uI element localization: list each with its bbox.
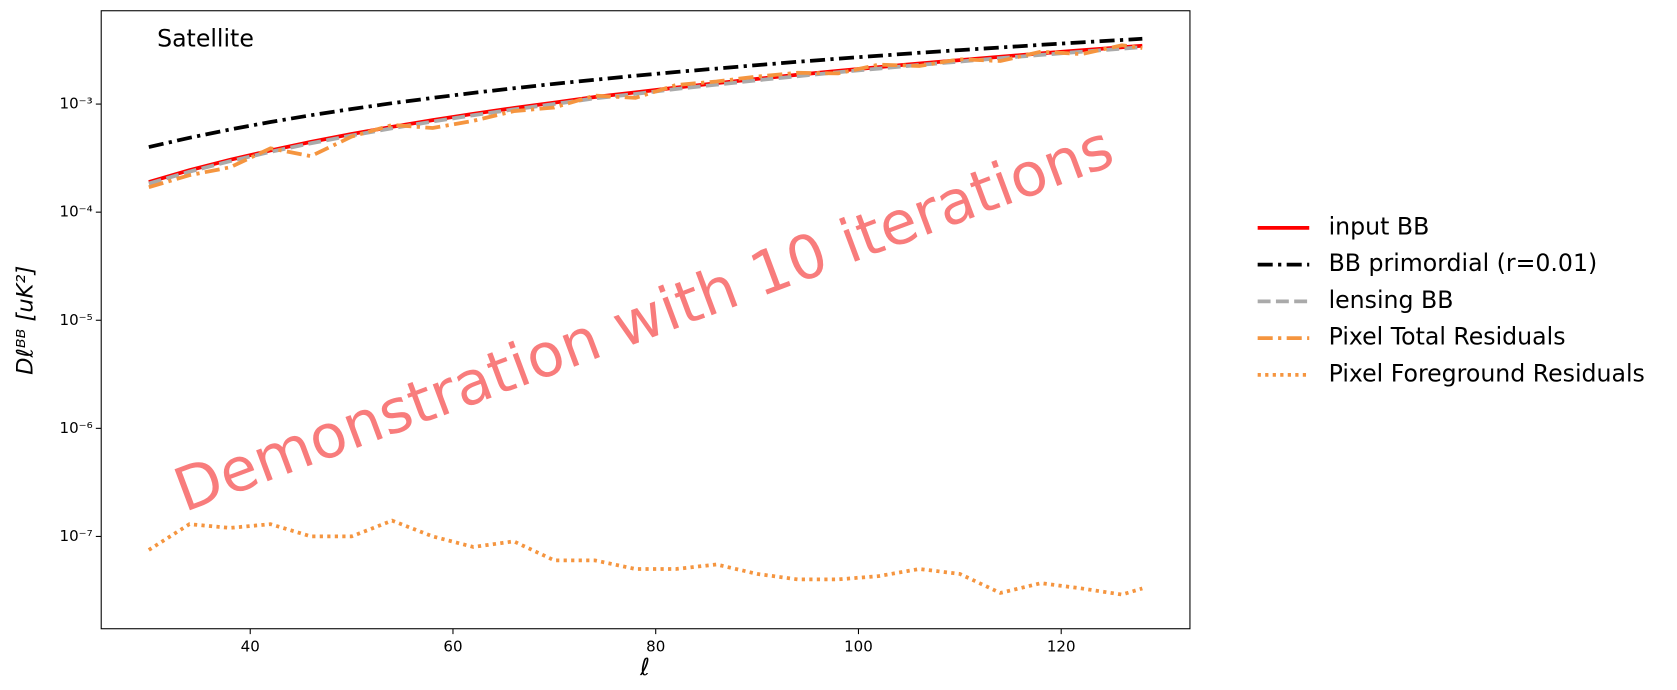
legend-label: input BB [1329,212,1430,240]
x-tick-label: 40 [241,638,260,656]
y-tick-label: 10⁻³ [60,95,93,113]
y-tick-label: 10⁻⁷ [60,527,93,545]
legend-label: Pixel Total Residuals [1329,323,1566,351]
legend-label: Pixel Foreground Residuals [1329,359,1645,387]
x-tick-label: 60 [443,638,462,656]
legend-label: BB primordial (r=0.01) [1329,249,1598,277]
y-tick-label: 10⁻⁵ [60,311,93,329]
annotation: Satellite [157,24,254,52]
x-tick-label: 120 [1047,638,1076,656]
y-axis-label: Dℓᴮᴮ [uK²] [12,266,38,375]
x-tick-label: 100 [844,638,873,656]
watermark: Demonstration with 10 iterations [165,112,1122,526]
x-tick-label: 80 [646,638,665,656]
x-axis-label: ℓ [639,653,650,681]
y-tick-label: 10⁻⁶ [60,419,93,437]
series-line [148,43,1143,190]
series-line [148,36,1143,149]
series-line [147,518,1143,597]
legend-label: lensing BB [1329,286,1454,314]
y-tick-label: 10⁻⁴ [60,203,93,221]
